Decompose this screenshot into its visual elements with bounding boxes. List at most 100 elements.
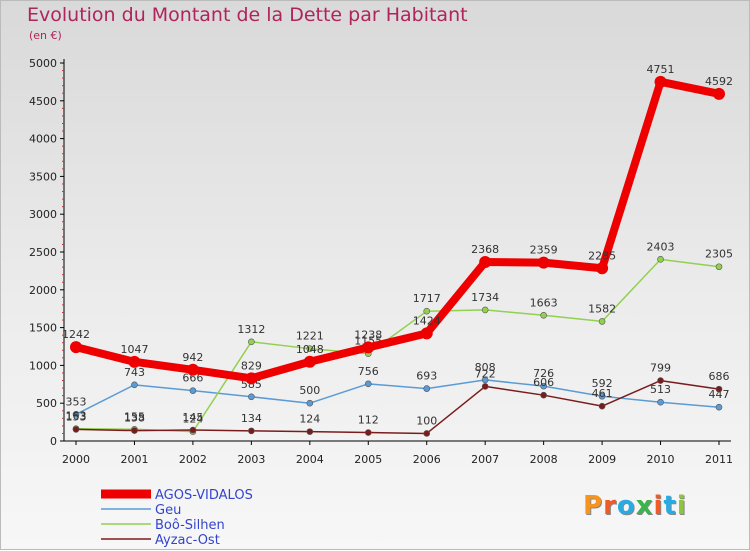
data-point [72,426,80,433]
data-point [131,381,138,389]
data-point [657,398,664,406]
series-line-ayzac-ost [75,379,720,435]
legend-label: Geu [155,503,181,518]
data-label: 447 [709,388,730,401]
data-label: 112 [358,414,379,427]
data-label: 799 [650,362,671,375]
data-point [245,372,258,385]
data-point [248,393,255,401]
logo-letter: o [616,491,636,521]
data-point [598,318,606,325]
x-tick-label: 2010 [647,453,675,466]
data-label: 756 [358,365,379,378]
data-label: 138 [124,412,145,425]
data-label: 1734 [471,291,499,304]
data-label: 145 [182,411,203,424]
logo-letter: x [635,491,654,521]
legend-label: AGOS-VIDALOS [155,488,253,503]
data-point [420,327,433,340]
data-label: 2368 [471,243,499,256]
legend-label: Ayzac-Ost [155,533,220,548]
data-label: 606 [533,376,554,389]
logo-letter: P [583,491,604,521]
chart-unit: (en €) [29,29,62,42]
data-label: 722 [475,367,496,380]
data-label: 163 [66,410,87,423]
data-point [248,427,255,435]
data-point [128,355,141,368]
data-point [186,363,199,376]
data-label: 513 [650,383,671,396]
data-label: 1582 [588,302,616,315]
data-point [306,399,314,407]
data-point [423,307,431,315]
logo-letter: t [663,491,677,521]
data-point [362,341,375,354]
data-label: 134 [241,412,262,425]
data-label: 2403 [647,240,675,253]
data-label: 4592 [705,75,733,88]
data-label: 686 [709,370,730,383]
legend-label: Boô-Silhen [155,518,225,533]
data-point [189,426,197,434]
x-tick-label: 2008 [530,453,558,466]
data-label: 743 [124,366,145,379]
data-point [306,345,314,352]
data-point [657,377,664,384]
y-tick-label: 5000 [29,57,57,70]
data-label: 1047 [120,343,148,356]
y-tick-label: 0 [50,435,57,448]
series-line-geu [75,379,720,416]
data-label: 808 [475,361,496,374]
data-label: 100 [416,414,437,427]
series-line-bo-silhen [75,258,720,433]
data-label: 829 [241,359,262,372]
data-point [306,428,314,435]
data-point [423,430,431,437]
y-tick-label: 4000 [29,133,57,146]
x-tick-label: 2011 [705,453,733,466]
data-point [423,385,431,392]
data-point [540,311,547,319]
data-point [598,392,606,400]
y-tick-label: 4500 [29,95,57,108]
data-label: 155 [124,410,145,423]
data-label: 461 [592,387,613,400]
x-tick-label: 2003 [237,453,265,466]
data-point [364,380,372,388]
x-tick-label: 2000 [62,453,90,466]
y-tick-label: 3500 [29,170,57,183]
y-tick-label: 1500 [29,322,57,335]
data-label: 1663 [530,296,558,309]
data-point [654,75,667,88]
data-label: 2285 [588,249,616,262]
x-tick-label: 2006 [413,453,441,466]
data-point [657,256,664,263]
data-point [248,338,255,346]
data-label: 2359 [530,244,558,257]
y-tick-label: 3000 [29,208,57,221]
data-point [596,262,609,275]
x-tick-label: 2005 [354,453,382,466]
data-label: 353 [66,395,87,408]
series-line-agos-vidalos [72,77,723,383]
data-label: 1242 [62,328,90,341]
data-label: 1221 [296,330,324,343]
data-point [540,382,547,390]
data-label: 124 [182,413,203,426]
y-tick-label: 2000 [29,284,57,297]
data-label: 726 [533,367,554,380]
data-label: 4751 [647,63,675,76]
data-label: 1048 [296,343,324,356]
data-point [537,256,550,269]
data-label: 693 [416,370,437,383]
x-tick-label: 2009 [588,453,616,466]
data-label: 153 [66,410,87,423]
data-point [70,341,82,354]
data-point [479,255,492,268]
data-label: 1424 [413,314,441,327]
logo-letter: i [676,491,687,521]
data-label: 942 [182,351,203,364]
data-label: 124 [299,413,320,426]
